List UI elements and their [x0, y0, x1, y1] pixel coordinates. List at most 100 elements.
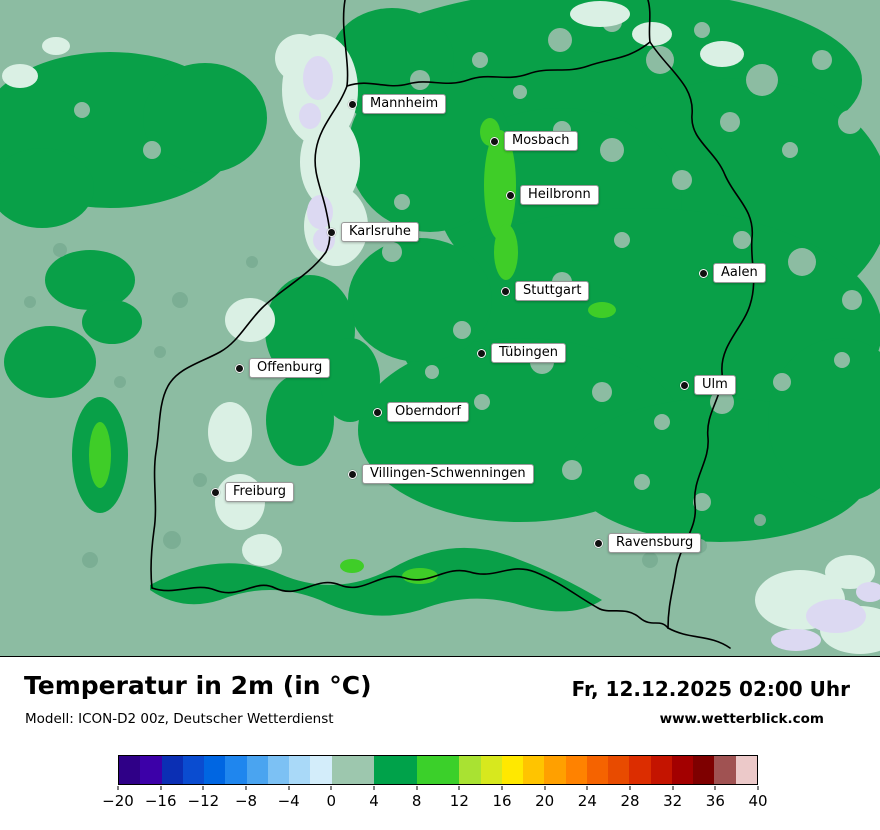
city-marker: Freiburg [211, 482, 295, 502]
temperature-legend: −20 −16 −12 −8 −4 0 4 8 12 16 20 24 28 32 36 40 [102, 755, 768, 815]
city-marker: Heilbronn [506, 185, 599, 205]
city-dot-icon [477, 348, 486, 358]
city-label: Ravensburg [608, 533, 702, 553]
legend-cell [459, 756, 481, 784]
legend-tick-label: 28 [620, 792, 640, 810]
legend-cell [267, 756, 290, 784]
city-dot-icon [490, 136, 499, 146]
legend-cell [161, 756, 183, 784]
legend-tick-label: −20 [102, 792, 134, 810]
legend-tick-label: −8 [234, 792, 258, 810]
legend-cell [714, 756, 736, 784]
city-label: Karlsruhe [341, 222, 419, 242]
legend-tick-label: −12 [187, 792, 220, 810]
legend-tick-label: 8 [411, 792, 422, 810]
legend-tick-mark [672, 786, 674, 790]
city-marker: Ulm [680, 375, 736, 395]
city-dot-icon [235, 363, 244, 373]
legend-tick-mark [245, 786, 247, 790]
city-marker: Offenburg [235, 358, 331, 378]
footer-panel: Temperatur in 2m (in °C) Fr, 12.12.2025 … [0, 657, 880, 830]
legend-tick-label: −4 [277, 792, 300, 810]
legend-tick-label: 20 [535, 792, 555, 810]
legend-tick-label: 4 [369, 792, 379, 810]
legend-cell [544, 756, 566, 784]
legend-tick-label: 24 [577, 792, 597, 810]
city-dot-icon [506, 190, 515, 200]
city-dot-icon [348, 99, 357, 109]
city-label: Villingen-Schwenningen [362, 464, 534, 484]
legend-cell [416, 756, 438, 784]
legend-cell [225, 756, 247, 784]
border-lines [150, 0, 755, 649]
city-label: Heilbronn [520, 185, 599, 205]
city-marker: Aalen [699, 263, 766, 283]
city-marker: Stuttgart [501, 281, 590, 301]
legend-cell [140, 756, 162, 784]
legend-cell [629, 756, 651, 784]
city-label: Oberndorf [387, 402, 469, 422]
city-dot-icon [680, 380, 689, 390]
city-marker: Oberndorf [373, 402, 469, 422]
legend-cell [182, 756, 205, 784]
legend-tick-mark [373, 786, 375, 790]
legend-cell [501, 756, 524, 784]
legend-tick-mark [416, 786, 418, 790]
legend-tick-mark [714, 786, 716, 790]
legend-tick-label: 36 [705, 792, 725, 810]
legend-tick-mark [458, 786, 460, 790]
legend-cell [374, 756, 396, 784]
legend-cell [586, 756, 609, 784]
legend-cell [246, 756, 268, 784]
legend-tick-mark [757, 786, 759, 790]
legend-ticks: −20 −16 −12 −8 −4 0 4 8 12 16 20 24 28 32 36 40 [102, 785, 768, 815]
city-label: Offenburg [249, 358, 331, 378]
city-marker: Ravensburg [594, 533, 702, 553]
legend-tick-label: 12 [449, 792, 469, 810]
city-dot-icon [327, 227, 336, 237]
legend-cell [204, 756, 226, 784]
legend-tick-mark [544, 786, 546, 790]
legend-cell [671, 756, 694, 784]
city-label: Freiburg [225, 482, 295, 502]
city-dot-icon [211, 487, 220, 497]
legend-bar [118, 755, 758, 785]
legend-tick-mark [117, 786, 119, 790]
model-info: Modell: ICON-D2 00z, Deutscher Wetterdie… [25, 711, 334, 727]
legend-tick-label: 32 [663, 792, 683, 810]
legend-cell [395, 756, 417, 784]
temperature-map: Mannheim Mosbach Heilbronn Karlsruhe Stuttga… [0, 0, 880, 657]
legend-tick-label: 40 [748, 792, 768, 810]
city-label: Tübingen [491, 343, 566, 363]
legend-cell [693, 756, 715, 784]
legend-cell [608, 756, 630, 784]
city-marker: Villingen-Schwenningen [348, 464, 534, 484]
website-credit: www.wetterblick.com [659, 711, 824, 727]
green-regions [0, 0, 880, 616]
legend-cell [650, 756, 672, 784]
city-dot-icon [501, 286, 510, 296]
city-label: Aalen [713, 263, 766, 283]
city-dot-icon [373, 407, 382, 417]
city-dot-icon [348, 469, 357, 479]
map-title: Temperatur in 2m (in °C) [24, 671, 372, 700]
legend-tick-mark [629, 786, 631, 790]
city-label: Mannheim [362, 94, 447, 114]
legend-cell [565, 756, 587, 784]
city-dot-icon [594, 538, 603, 548]
city-marker: Tübingen [477, 343, 566, 363]
legend-cell [119, 756, 141, 784]
legend-tick-label: 16 [492, 792, 512, 810]
legend-tick-label: 0 [326, 792, 337, 810]
legend-tick-mark [160, 786, 162, 790]
legend-cell [310, 756, 332, 784]
legend-tick-mark [586, 786, 588, 790]
legend-cell [437, 756, 460, 784]
legend-cell [331, 756, 353, 784]
city-dot-icon [699, 268, 708, 278]
city-marker: Karlsruhe [327, 222, 419, 242]
city-marker: Mannheim [348, 94, 447, 114]
legend-tick-label: −16 [144, 792, 177, 810]
city-layer: Mannheim Mosbach Heilbronn Karlsruhe Stuttga… [211, 94, 766, 553]
